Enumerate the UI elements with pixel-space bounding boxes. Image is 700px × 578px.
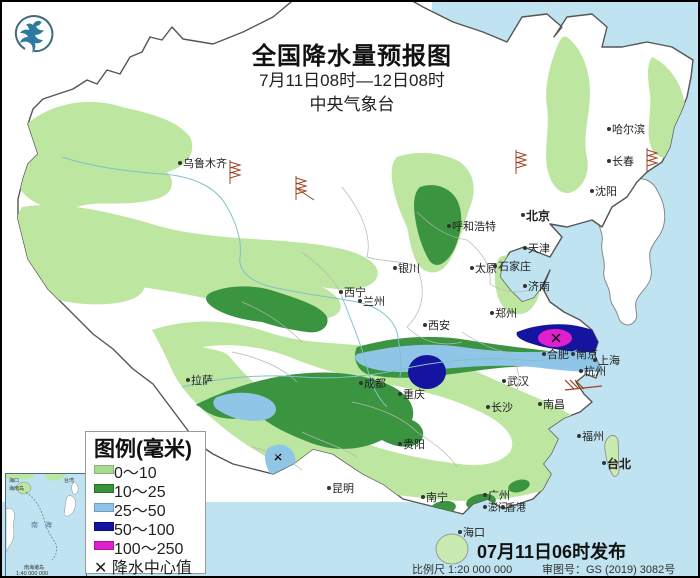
svg-text:海口: 海口 bbox=[9, 477, 19, 484]
svg-text:1:40 000 000: 1:40 000 000 bbox=[16, 571, 48, 577]
svg-text:台湾: 台湾 bbox=[64, 477, 74, 484]
svg-text:海南岛: 海南岛 bbox=[9, 485, 24, 492]
svg-text:南 海: 南 海 bbox=[31, 520, 52, 529]
svg-text:南海诸岛: 南海诸岛 bbox=[24, 564, 44, 571]
